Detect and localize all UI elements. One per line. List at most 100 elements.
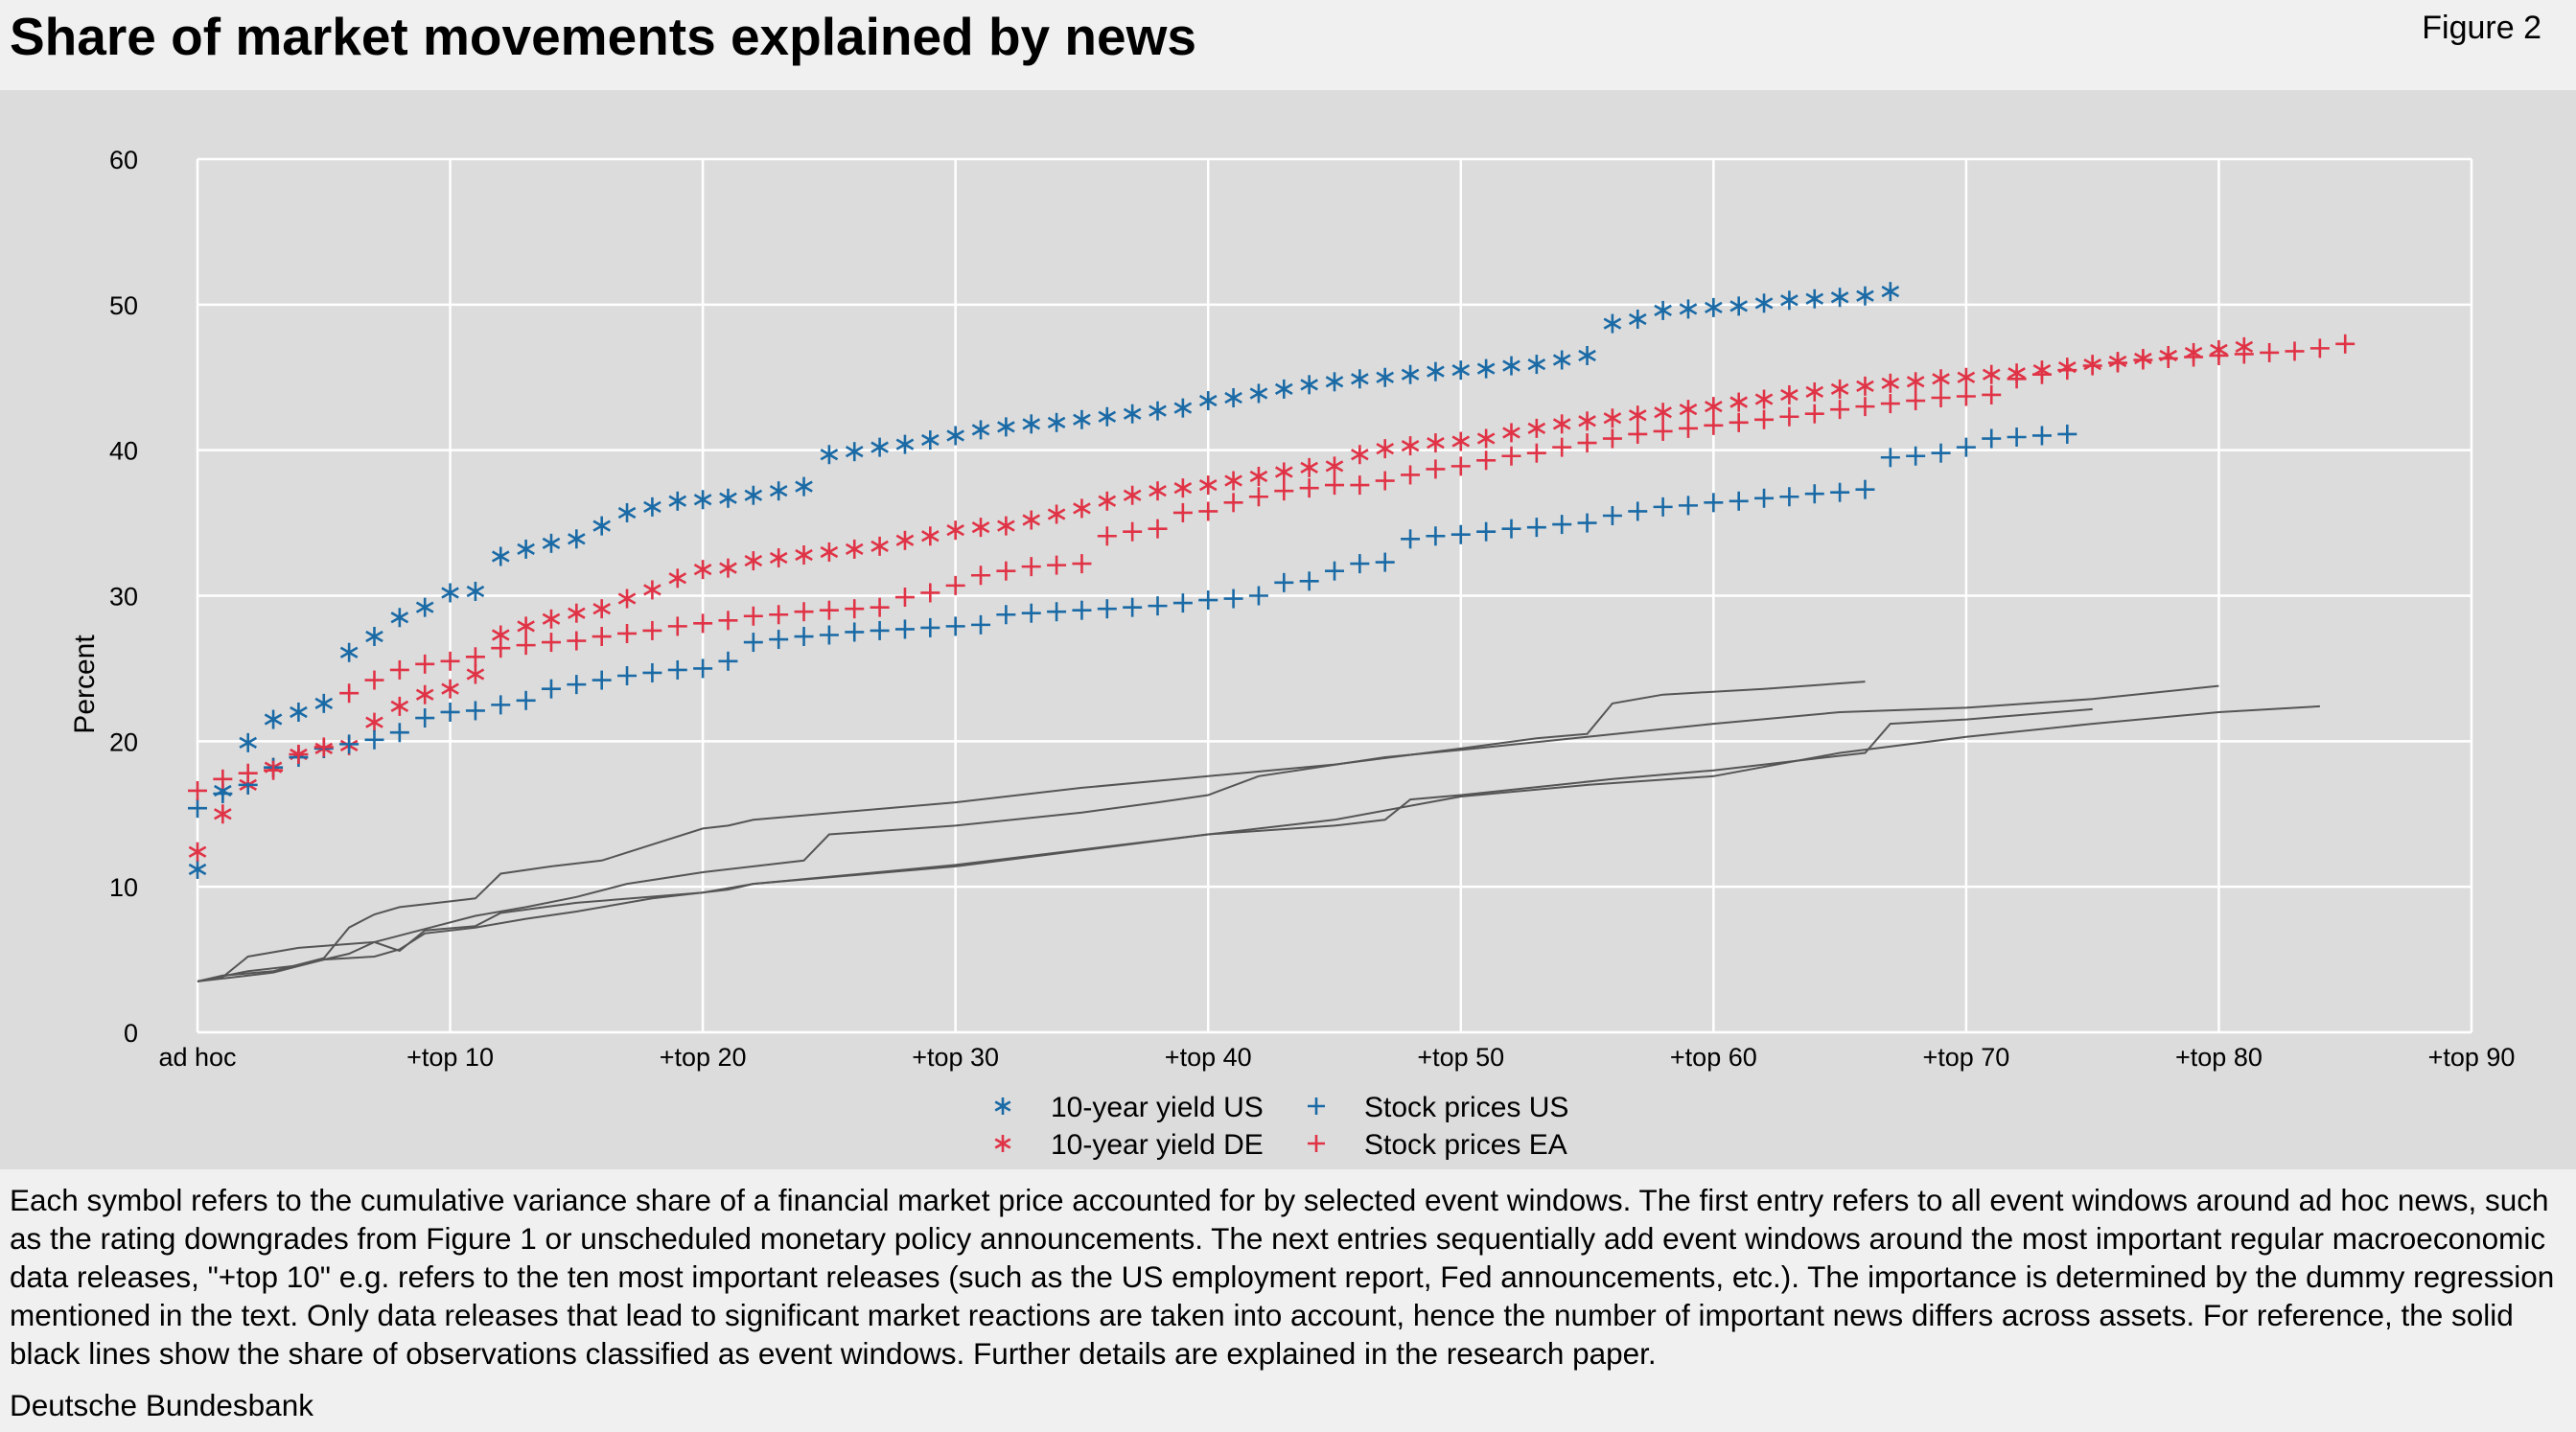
marker-stock-prices-us xyxy=(1653,497,1673,517)
marker-stock-prices-ea xyxy=(2309,338,2330,358)
marker-stock-prices-us xyxy=(1198,590,1218,611)
marker-stock-prices-ea xyxy=(2133,350,2153,370)
marker-stock-prices-us xyxy=(1476,521,1497,542)
marker-stock-prices-ea xyxy=(1476,450,1497,471)
marker-stock-prices-ea xyxy=(1021,557,1041,577)
marker-10-year-yield-us xyxy=(693,490,712,510)
marker-stock-prices-ea xyxy=(1678,418,1698,438)
marker-10-year-yield-us xyxy=(1198,391,1218,411)
marker-stock-prices-ea xyxy=(1628,424,1648,444)
marker-stock-prices-ea xyxy=(1804,404,1824,424)
x-tick-label: +top 30 xyxy=(912,1043,999,1072)
header: Share of market movements explained by n… xyxy=(0,0,2576,84)
marker-stock-prices-ea xyxy=(1375,471,1395,491)
marker-stock-prices-us xyxy=(389,723,409,743)
marker-stock-prices-us xyxy=(667,659,687,680)
marker-10-year-yield-de xyxy=(1881,373,1900,393)
marker-stock-prices-ea xyxy=(2260,342,2280,362)
marker-10-year-yield-us xyxy=(1098,406,1117,427)
marker-10-year-yield-de xyxy=(1982,364,2001,384)
marker-stock-prices-ea xyxy=(1172,502,1193,522)
marker-stock-prices-ea xyxy=(1047,555,1067,575)
marker-10-year-yield-us xyxy=(845,442,864,462)
marker-stock-prices-ea xyxy=(491,638,511,658)
marker-stock-prices-us xyxy=(1779,487,1799,507)
marker-10-year-yield-us xyxy=(1628,310,1647,330)
marker-10-year-yield-us xyxy=(339,642,359,662)
marker-10-year-yield-us xyxy=(971,420,990,440)
marker-stock-prices-us xyxy=(945,616,965,636)
marker-10-year-yield-de xyxy=(1224,471,1242,491)
marker-10-year-yield-de xyxy=(1451,431,1471,451)
marker-stock-prices-ea xyxy=(213,769,233,789)
marker-10-year-yield-de xyxy=(1300,457,1318,477)
marker-stock-prices-ea xyxy=(1577,433,1597,453)
marker-stock-prices-us xyxy=(465,701,485,721)
marker-10-year-yield-us xyxy=(1654,300,1672,320)
marker-10-year-yield-us xyxy=(643,497,661,517)
marker-stock-prices-us xyxy=(188,798,207,819)
marker-stock-prices-ea xyxy=(389,659,409,680)
marker-stock-prices-ea xyxy=(1602,428,1622,449)
marker-10-year-yield-de xyxy=(1527,418,1546,438)
marker-stock-prices-ea xyxy=(2184,347,2204,367)
marker-10-year-yield-de xyxy=(365,712,383,732)
marker-stock-prices-us xyxy=(1704,493,1724,513)
marker-10-year-yield-us xyxy=(946,426,964,446)
marker-stock-prices-ea xyxy=(1350,475,1370,496)
marker-stock-prices-ea xyxy=(440,651,460,671)
marker-stock-prices-us xyxy=(1880,448,1900,468)
marker-10-year-yield-us xyxy=(1705,297,1723,317)
marker-stock-prices-us xyxy=(1047,602,1067,622)
marker-10-year-yield-de xyxy=(1552,414,1571,434)
marker-10-year-yield-us xyxy=(264,709,283,729)
legend-label: 10-year yield DE xyxy=(1051,1129,1264,1161)
page-title: Share of market movements explained by n… xyxy=(10,7,1196,66)
marker-10-year-yield-us xyxy=(1729,296,1748,316)
marker-stock-prices-ea xyxy=(2082,356,2102,376)
marker-stock-prices-us xyxy=(1628,501,1648,521)
marker-10-year-yield-us xyxy=(568,529,586,549)
marker-10-year-yield-de xyxy=(1729,392,1748,412)
marker-stock-prices-us xyxy=(364,729,384,750)
marker-stock-prices-ea xyxy=(1704,415,1724,435)
marker-stock-prices-ea xyxy=(1299,478,1319,498)
marker-stock-prices-ea xyxy=(1325,475,1344,496)
marker-stock-prices-ea xyxy=(1982,384,2002,404)
marker-stock-prices-us xyxy=(642,662,662,682)
marker-stock-prices-ea xyxy=(617,623,638,643)
marker-stock-prices-us xyxy=(743,633,763,653)
figure-label: Figure 2 xyxy=(2422,10,2541,46)
marker-stock-prices-ea xyxy=(238,763,258,783)
marker-stock-prices-us xyxy=(1123,597,1143,617)
marker-stock-prices-ea xyxy=(667,616,687,636)
reference-line xyxy=(197,707,2093,982)
marker-stock-prices-ea xyxy=(1097,526,1117,546)
marker-stock-prices-ea xyxy=(1401,465,1421,485)
marker-10-year-yield-de xyxy=(719,558,737,578)
marker-10-year-yield-us xyxy=(668,491,687,511)
legend-label: 10-year yield US xyxy=(1051,1092,1264,1123)
marker-10-year-yield-us xyxy=(188,859,207,879)
marker-stock-prices-us xyxy=(1021,603,1041,623)
marker-10-year-yield-us xyxy=(1754,293,1774,313)
marker-stock-prices-us xyxy=(1956,437,1976,457)
marker-10-year-yield-de xyxy=(1073,498,1091,519)
marker-stock-prices-us xyxy=(1223,589,1243,609)
grid xyxy=(196,157,2473,1034)
marker-10-year-yield-us xyxy=(441,583,459,603)
marker-10-year-yield-de xyxy=(668,568,687,589)
marker-10-year-yield-us xyxy=(1856,286,1874,306)
marker-10-year-yield-de xyxy=(441,679,459,699)
marker-10-year-yield-de xyxy=(1705,397,1723,417)
marker-10-year-yield-de xyxy=(997,516,1015,536)
marker-stock-prices-us xyxy=(491,695,511,715)
x-tick-label: +top 80 xyxy=(2175,1043,2263,1072)
marker-10-year-yield-us xyxy=(1073,409,1091,429)
marker-stock-prices-us xyxy=(718,651,738,671)
legend-label: Stock prices US xyxy=(1364,1092,1568,1123)
marker-stock-prices-us xyxy=(592,670,612,690)
marker-10-year-yield-us xyxy=(997,417,1015,437)
marker-stock-prices-ea xyxy=(2108,353,2128,373)
marker-10-year-yield-de xyxy=(617,589,637,609)
